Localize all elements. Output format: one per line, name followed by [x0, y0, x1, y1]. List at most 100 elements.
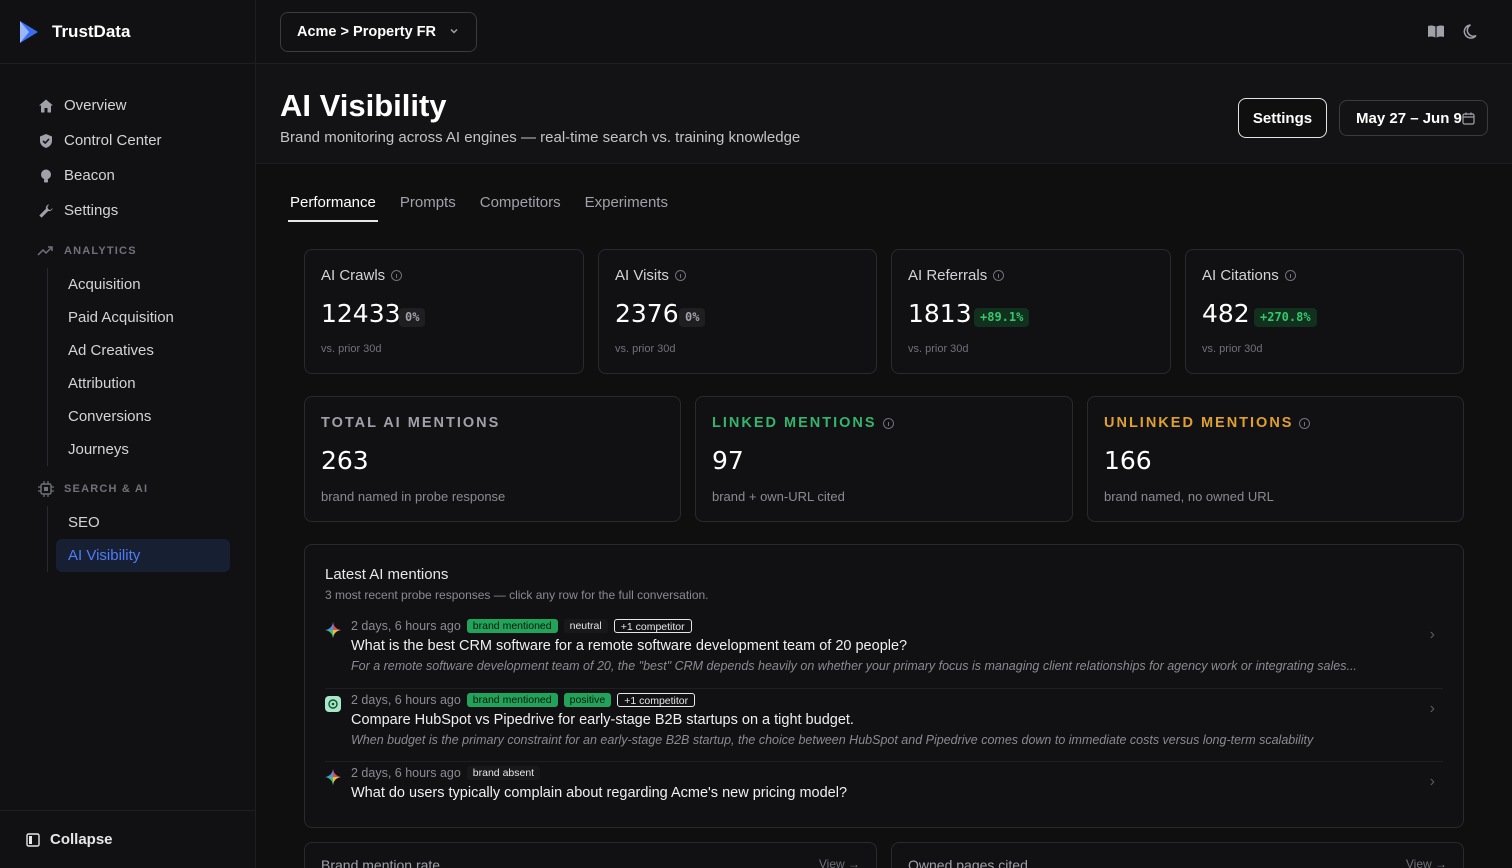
nav-item-settings[interactable]: Settings — [0, 193, 255, 228]
kpi-card-ai-crawls: AI Crawls 12433 0% vs. prior 30d — [304, 249, 584, 374]
nav-item-beacon[interactable]: Beacon — [0, 158, 255, 193]
date-range-button[interactable]: May 27 – Jun 9 — [1339, 100, 1488, 136]
mention-question: What is the best CRM software for a remo… — [351, 638, 908, 654]
badge-sentiment: neutral — [563, 619, 608, 633]
kpi-note: vs. prior 30d — [908, 343, 969, 355]
section-label-text: SEARCH & AI — [64, 483, 149, 495]
cpu-icon — [37, 481, 55, 497]
app-name: TrustData — [52, 21, 131, 41]
page-header: AI Visibility Brand monitoring across AI… — [256, 64, 1512, 164]
tab-performance[interactable]: Performance — [288, 194, 378, 222]
kpi-label: AI Crawls — [321, 267, 403, 284]
book-open-icon[interactable] — [1426, 22, 1446, 42]
nav-item-control-center[interactable]: Control Center — [0, 123, 255, 158]
nav-label: Control Center — [64, 132, 162, 149]
info-icon[interactable] — [674, 270, 686, 281]
nav-item-overview[interactable]: Overview — [0, 88, 255, 123]
kpi-label: AI Citations — [1202, 267, 1296, 284]
owned-pages-cited-card: Owned pages cited View → — [891, 842, 1464, 868]
kpi-value: 2376 — [615, 299, 679, 328]
search-ai-section-label: SEARCH & AI — [0, 476, 255, 502]
collapse-button[interactable]: Collapse — [0, 810, 256, 868]
kpi-label-text: AI Visits — [615, 267, 669, 284]
mention-row[interactable]: 2 days, 6 hours ago brand mentioned posi… — [325, 688, 1443, 761]
sidebar-item-paid-acquisition[interactable]: Paid Acquisition — [68, 309, 174, 326]
nav-label: Settings — [64, 202, 119, 219]
brand[interactable]: TrustData — [0, 0, 255, 64]
kpi-note: vs. prior 30d — [321, 343, 382, 355]
settings-button[interactable]: Settings — [1238, 98, 1327, 138]
view-link[interactable]: View → — [818, 857, 860, 868]
sidebar-item-conversions[interactable]: Conversions — [68, 408, 152, 425]
mention-meta: 2 days, 6 hours ago brand mentioned neut… — [351, 619, 692, 633]
latest-mentions-card: Latest AI mentions 3 most recent probe r… — [304, 544, 1464, 828]
card-title: Brand mention rate — [321, 857, 441, 868]
mention-label-text: LINKED MENTIONS — [712, 415, 877, 431]
mention-note: brand named in probe response — [321, 489, 506, 504]
kpi-value: 1813 — [908, 299, 972, 328]
sidebar-panel-icon — [26, 832, 40, 847]
sidebar-item-ad-creatives[interactable]: Ad Creatives — [68, 342, 154, 359]
tab-competitors[interactable]: Competitors — [479, 194, 561, 211]
kpi-value: 482 — [1202, 299, 1250, 328]
tab-prompts[interactable]: Prompts — [399, 194, 456, 211]
mention-time: 2 days, 6 hours ago — [351, 619, 461, 633]
mention-snippet: For a remote software development team o… — [351, 659, 1357, 673]
mention-value: 263 — [321, 446, 369, 475]
nav-label: Beacon — [64, 167, 115, 184]
chevron-right-icon: › — [1429, 626, 1435, 643]
kpi-label-text: AI Citations — [1202, 267, 1279, 284]
info-icon[interactable] — [1299, 417, 1311, 429]
kpi-card-ai-referrals: AI Referrals 1813 +89.1% vs. prior 30d — [891, 249, 1171, 374]
analytics-subnav: Acquisition Paid Acquisition Ad Creative… — [47, 268, 255, 466]
mention-label-text: UNLINKED MENTIONS — [1104, 415, 1294, 431]
search-ai-subnav: SEO AI Visibility — [47, 506, 255, 572]
mention-question: What do users typically complain about r… — [351, 785, 848, 801]
lightbulb-icon — [38, 168, 54, 184]
kpi-label-text: AI Crawls — [321, 267, 386, 284]
badge-competitor: +1 competitor — [617, 693, 696, 707]
badge-brand-absent: brand absent — [466, 766, 541, 780]
main-nav: Overview Control Center Beacon Settings … — [0, 64, 255, 572]
chevron-right-icon: › — [1429, 700, 1435, 717]
sidebar-item-attribution[interactable]: Attribution — [68, 375, 136, 392]
kpi-note: vs. prior 30d — [1202, 343, 1263, 355]
kpi-delta-badge: +270.8% — [1254, 308, 1317, 327]
badge-brand-mentioned: brand mentioned — [466, 693, 558, 707]
sidebar-item-journeys[interactable]: Journeys — [68, 441, 129, 458]
tab-bar: Performance Prompts Competitors Experime… — [288, 194, 692, 222]
info-icon[interactable] — [882, 417, 894, 429]
kpi-value: 12433 — [321, 299, 401, 328]
page-title: AI Visibility — [280, 88, 447, 123]
property-selector[interactable]: Acme > Property FR — [280, 12, 477, 52]
tab-experiments[interactable]: Experiments — [584, 194, 668, 211]
sidebar-item-seo[interactable]: SEO — [68, 514, 100, 531]
latest-mentions-title: Latest AI mentions — [325, 566, 449, 583]
mention-row[interactable]: 2 days, 6 hours ago brand absent What do… — [325, 761, 1443, 834]
kpi-delta-badge: +89.1% — [974, 308, 1030, 327]
kpi-delta-badge: 0% — [679, 308, 706, 327]
chevron-down-icon — [448, 25, 460, 41]
mention-row[interactable]: 2 days, 6 hours ago brand mentioned neut… — [325, 615, 1443, 688]
badge-competitor: +1 competitor — [613, 619, 692, 633]
info-icon[interactable] — [391, 270, 403, 281]
info-icon[interactable] — [993, 270, 1005, 281]
chevron-right-icon: › — [1429, 773, 1435, 790]
mention-note: brand named, no owned URL — [1104, 489, 1274, 504]
view-link[interactable]: View → — [1405, 857, 1447, 868]
page-subtitle: Brand monitoring across AI engines — rea… — [280, 129, 801, 146]
property-selector-label: Acme > Property FR — [297, 24, 437, 40]
calendar-icon — [1462, 112, 1475, 129]
mention-value: 166 — [1104, 446, 1152, 475]
analytics-section-label: ANALYTICS — [0, 238, 255, 264]
sidebar-item-acquisition[interactable]: Acquisition — [68, 276, 141, 293]
kpi-card-ai-visits: AI Visits 2376 0% vs. prior 30d — [598, 249, 877, 374]
shield-check-icon — [38, 133, 54, 149]
mention-value: 97 — [712, 446, 744, 475]
moon-icon[interactable] — [1462, 22, 1482, 42]
sidebar-item-ai-visibility[interactable]: AI Visibility — [56, 539, 230, 572]
mention-card-unlinked: UNLINKED MENTIONS 166 brand named, no ow… — [1087, 396, 1464, 522]
mention-label: TOTAL AI MENTIONS — [321, 415, 500, 431]
info-icon[interactable] — [1284, 270, 1296, 281]
